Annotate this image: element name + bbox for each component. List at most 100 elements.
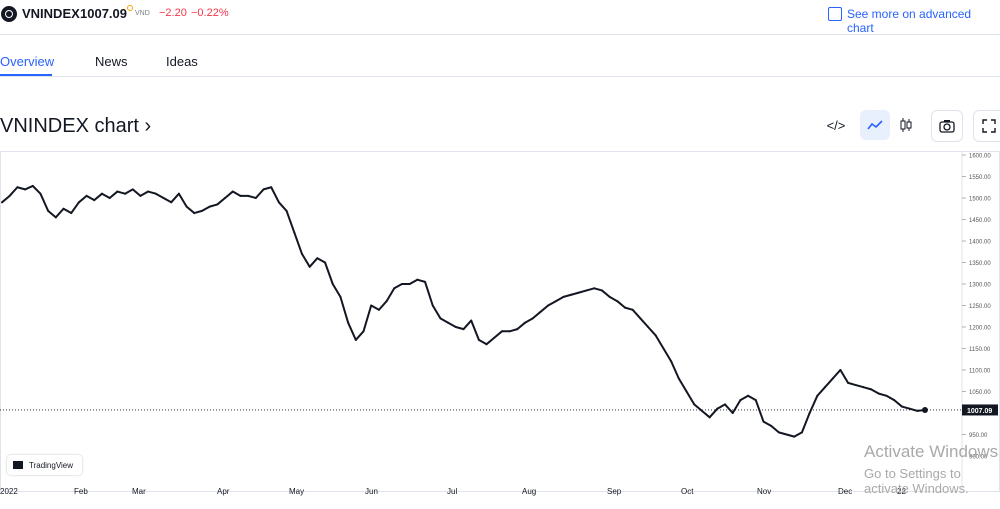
price-chart[interactable]: 1600.00 1550.00 1500.00 1450.00 1400.00 1350.… <box>0 151 1000 504</box>
price-line-segment <box>147 190 157 195</box>
price-line-segment <box>93 192 103 202</box>
price-line-segment <box>785 433 796 438</box>
x-tick-label: 22 <box>897 487 906 496</box>
y-tick-label: 1150.00 <box>969 347 991 353</box>
price-line-segment <box>316 257 327 264</box>
price-line-segment <box>516 321 527 331</box>
price-line-segment <box>847 381 857 387</box>
price-line-segment <box>900 405 911 410</box>
price-line-segment <box>339 295 350 324</box>
price-line-segment <box>116 190 127 195</box>
price-line-segment <box>885 394 896 402</box>
tab-news[interactable]: News <box>95 54 128 69</box>
price-line-segment <box>31 184 42 195</box>
price-line-segment <box>462 319 473 331</box>
price-line-segment <box>247 194 257 199</box>
price-line-segment <box>300 252 311 268</box>
line-chart-icon <box>867 120 883 130</box>
fullscreen-icon <box>982 119 996 133</box>
price-line-segment <box>8 186 19 197</box>
y-tick-label: 1100.00 <box>969 369 991 375</box>
watermark-subtitle: Go to Settings to activate Windows. <box>864 466 969 496</box>
price-line-segment <box>39 192 50 212</box>
price-line-segment <box>447 321 457 328</box>
price-line-segment <box>685 390 696 406</box>
price-line-segment <box>393 283 403 290</box>
chart-canvas[interactable]: 1600.00 1550.00 1500.00 1450.00 1400.00 1350.… <box>0 151 1000 504</box>
snapshot-button[interactable] <box>931 110 963 142</box>
last-price-badge <box>962 404 998 416</box>
tradingview-logo[interactable]: TradingView <box>7 455 82 475</box>
symbol-header: VNINDEX 1007.09 VND −2.20 −0.22% See mor… <box>0 0 1000 35</box>
price-line-segment <box>162 197 173 204</box>
price-line-segment <box>439 317 450 324</box>
price-line-segment <box>277 201 288 212</box>
price-line-segment <box>62 207 73 215</box>
y-tick-label: 1350.00 <box>969 261 991 267</box>
tradingview-mark-icon <box>13 461 23 469</box>
x-tick-label: 2022 <box>0 487 18 496</box>
price-line-segment <box>77 194 88 204</box>
price-line-segment <box>908 407 919 412</box>
price-line-segment <box>816 386 827 397</box>
price-line-segment <box>654 334 665 350</box>
price-line-segment <box>362 304 373 333</box>
price-line-segment <box>616 300 627 309</box>
price-line-segment <box>254 188 265 199</box>
price-line-segment <box>754 399 765 423</box>
price-line-segment <box>493 330 503 339</box>
price-line-segment <box>131 188 142 197</box>
embed-button[interactable]: </> <box>826 117 846 133</box>
x-tick-label: May <box>289 487 304 496</box>
price-line-segment <box>854 384 865 389</box>
advanced-chart-link[interactable]: See more on advanced chart <box>847 7 972 35</box>
chart-title[interactable]: VNINDEX chart › <box>0 115 152 137</box>
price-line-segment <box>724 403 734 414</box>
line-chart-button[interactable] <box>860 110 890 140</box>
last-price: 1007.09 <box>80 6 127 21</box>
symbol-name[interactable]: VNINDEX <box>22 6 80 21</box>
price-change-percent: −0.22% <box>191 7 229 19</box>
price-line-segment <box>554 295 565 303</box>
price-line-segment <box>193 209 203 215</box>
price-line-segment <box>262 186 273 191</box>
price-line-segment <box>539 304 550 313</box>
price-line-segment <box>347 321 357 341</box>
price-line-segment <box>562 293 573 298</box>
price-change: −2.20 <box>159 7 187 19</box>
chart-line-icon[interactable] <box>828 7 842 21</box>
price-line-segment <box>485 336 496 346</box>
candlestick-button[interactable] <box>891 110 921 140</box>
price-line-segment <box>231 190 242 197</box>
price-line-segment <box>154 192 165 199</box>
price-line-segment <box>770 424 780 434</box>
circle-logo-icon <box>1 6 17 22</box>
candlestick-icon <box>900 118 912 132</box>
header-divider <box>0 34 1000 35</box>
currency-label: VND <box>135 10 150 17</box>
y-tick-label: 1400.00 <box>969 240 991 246</box>
y-tick-label: 1300.00 <box>969 283 991 289</box>
x-tick-label: Oct <box>681 487 694 496</box>
price-line-segment <box>185 205 196 215</box>
price-line-segment <box>870 388 880 395</box>
market-status-icon <box>127 5 133 11</box>
price-line-segment <box>454 326 465 331</box>
price-line-segment <box>416 278 427 283</box>
price-line-segment <box>285 209 296 234</box>
x-tick-label: Dec <box>838 487 852 496</box>
camera-icon <box>939 120 955 133</box>
price-line-segment <box>16 186 27 191</box>
price-line-segment <box>385 287 396 303</box>
tab-ideas[interactable]: Ideas <box>166 54 198 69</box>
fullscreen-button[interactable] <box>973 110 1000 142</box>
price-line-segment <box>800 412 811 434</box>
price-line-segment <box>831 369 842 380</box>
price-line-segment <box>662 347 673 363</box>
tab-overview[interactable]: Overview <box>0 54 55 69</box>
x-tick-label: Jun <box>365 487 378 496</box>
price-line-segment <box>377 300 388 311</box>
x-tick-label: Apr <box>217 487 230 496</box>
price-line-segment <box>639 317 650 328</box>
tradingview-label: TradingView <box>29 461 74 470</box>
